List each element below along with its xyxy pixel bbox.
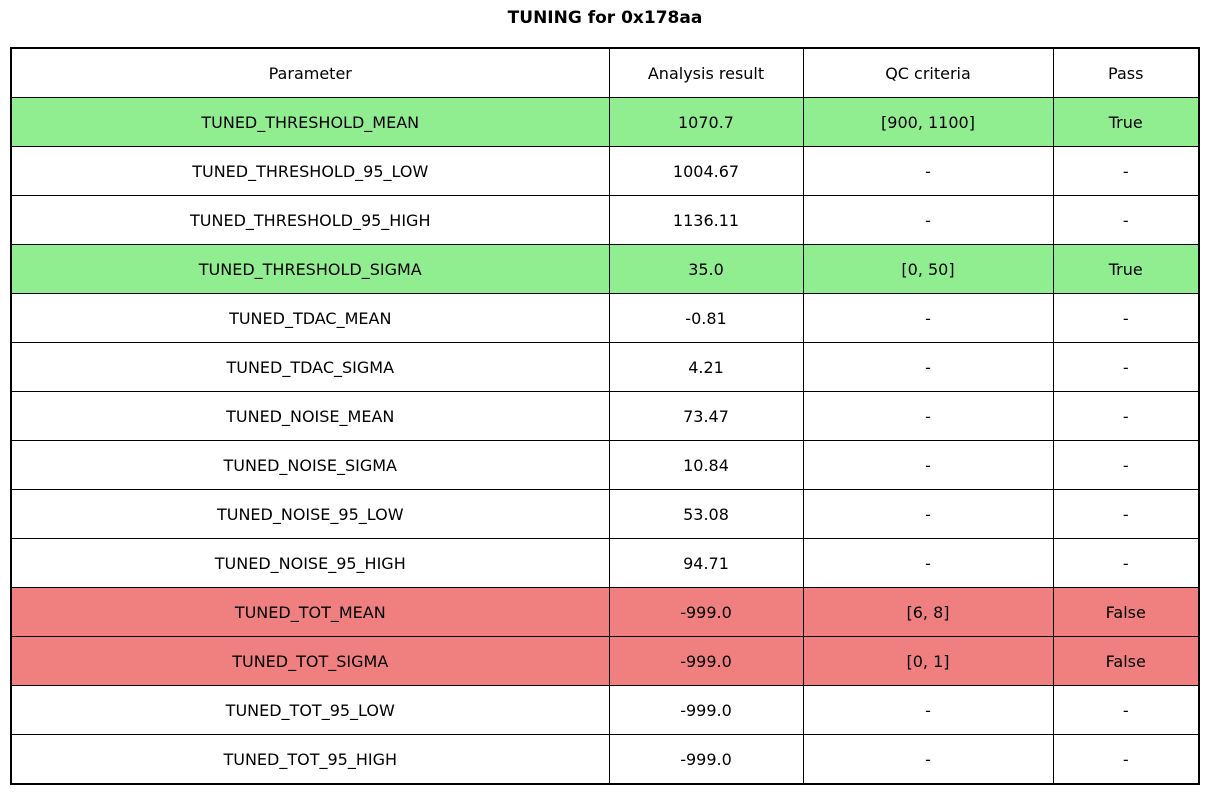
pass-cell: -: [1052, 538, 1200, 588]
pass-cell: -: [1052, 391, 1200, 441]
pass-cell: -: [1052, 734, 1200, 785]
analysis-result-cell: -999.0: [608, 636, 804, 686]
pass-cell: False: [1052, 636, 1200, 686]
analysis-result-cell: 1070.7: [608, 97, 804, 147]
table-row: TUNED_NOISE_95_HIGH 94.71 - -: [10, 538, 1200, 588]
table-row: TUNED_TDAC_SIGMA 4.21 - -: [10, 342, 1200, 392]
qc-results-table: Parameter Analysis result QC criteria Pa…: [10, 47, 1200, 785]
parameter-cell: TUNED_THRESHOLD_MEAN: [10, 97, 610, 147]
table-row: TUNED_NOISE_MEAN 73.47 - -: [10, 391, 1200, 441]
analysis-result-cell: 35.0: [608, 244, 804, 294]
parameter-cell: TUNED_NOISE_95_HIGH: [10, 538, 610, 588]
table-row: TUNED_THRESHOLD_95_LOW 1004.67 - -: [10, 146, 1200, 196]
parameter-cell: TUNED_NOISE_MEAN: [10, 391, 610, 441]
pass-cell: True: [1052, 97, 1200, 147]
column-header-analysis-result: Analysis result: [608, 47, 804, 98]
analysis-result-cell: 53.08: [608, 489, 804, 539]
column-header-qc-criteria: QC criteria: [802, 47, 1054, 98]
qc-criteria-cell: -: [802, 489, 1054, 539]
qc-criteria-cell: -: [802, 342, 1054, 392]
parameter-cell: TUNED_TDAC_SIGMA: [10, 342, 610, 392]
parameter-cell: TUNED_TOT_95_HIGH: [10, 734, 610, 785]
pass-cell: -: [1052, 342, 1200, 392]
analysis-result-cell: 10.84: [608, 440, 804, 490]
table-header-row: Parameter Analysis result QC criteria Pa…: [10, 47, 1200, 98]
qc-criteria-cell: -: [802, 440, 1054, 490]
qc-criteria-cell: [0, 50]: [802, 244, 1054, 294]
pass-cell: -: [1052, 685, 1200, 735]
table-row: TUNED_TOT_SIGMA -999.0 [0, 1] False: [10, 636, 1200, 686]
analysis-result-cell: -999.0: [608, 587, 804, 637]
pass-cell: -: [1052, 146, 1200, 196]
qc-criteria-cell: -: [802, 538, 1054, 588]
pass-cell: True: [1052, 244, 1200, 294]
analysis-result-cell: 94.71: [608, 538, 804, 588]
table-row: TUNED_THRESHOLD_MEAN 1070.7 [900, 1100] …: [10, 97, 1200, 147]
table-row: TUNED_NOISE_SIGMA 10.84 - -: [10, 440, 1200, 490]
column-header-parameter: Parameter: [10, 47, 610, 98]
analysis-result-cell: -999.0: [608, 734, 804, 785]
parameter-cell: TUNED_TOT_SIGMA: [10, 636, 610, 686]
table-row: TUNED_THRESHOLD_SIGMA 35.0 [0, 50] True: [10, 244, 1200, 294]
qc-criteria-cell: -: [802, 146, 1054, 196]
parameter-cell: TUNED_THRESHOLD_SIGMA: [10, 244, 610, 294]
pass-cell: -: [1052, 293, 1200, 343]
qc-criteria-cell: -: [802, 734, 1054, 785]
parameter-cell: TUNED_THRESHOLD_95_HIGH: [10, 195, 610, 245]
page-title: TUNING for 0x178aa: [507, 8, 703, 28]
table-row: TUNED_THRESHOLD_95_HIGH 1136.11 - -: [10, 195, 1200, 245]
qc-criteria-cell: [900, 1100]: [802, 97, 1054, 147]
pass-cell: -: [1052, 440, 1200, 490]
table-row: TUNED_TOT_95_LOW -999.0 - -: [10, 685, 1200, 735]
parameter-cell: TUNED_TOT_MEAN: [10, 587, 610, 637]
analysis-result-cell: 73.47: [608, 391, 804, 441]
qc-criteria-cell: [6, 8]: [802, 587, 1054, 637]
parameter-cell: TUNED_TOT_95_LOW: [10, 685, 610, 735]
pass-cell: -: [1052, 489, 1200, 539]
table-row: TUNED_TOT_MEAN -999.0 [6, 8] False: [10, 587, 1200, 637]
table-row: TUNED_TDAC_MEAN -0.81 - -: [10, 293, 1200, 343]
table-row: TUNED_NOISE_95_LOW 53.08 - -: [10, 489, 1200, 539]
pass-cell: -: [1052, 195, 1200, 245]
parameter-cell: TUNED_NOISE_95_LOW: [10, 489, 610, 539]
analysis-result-cell: -999.0: [608, 685, 804, 735]
parameter-cell: TUNED_THRESHOLD_95_LOW: [10, 146, 610, 196]
qc-criteria-cell: -: [802, 391, 1054, 441]
parameter-cell: TUNED_TDAC_MEAN: [10, 293, 610, 343]
analysis-result-cell: 1136.11: [608, 195, 804, 245]
analysis-result-cell: -0.81: [608, 293, 804, 343]
analysis-result-cell: 4.21: [608, 342, 804, 392]
column-header-pass: Pass: [1052, 47, 1200, 98]
pass-cell: False: [1052, 587, 1200, 637]
parameter-cell: TUNED_NOISE_SIGMA: [10, 440, 610, 490]
qc-criteria-cell: -: [802, 293, 1054, 343]
table-row: TUNED_TOT_95_HIGH -999.0 - -: [10, 734, 1200, 785]
qc-criteria-cell: [0, 1]: [802, 636, 1054, 686]
qc-criteria-cell: -: [802, 195, 1054, 245]
qc-criteria-cell: -: [802, 685, 1054, 735]
analysis-result-cell: 1004.67: [608, 146, 804, 196]
